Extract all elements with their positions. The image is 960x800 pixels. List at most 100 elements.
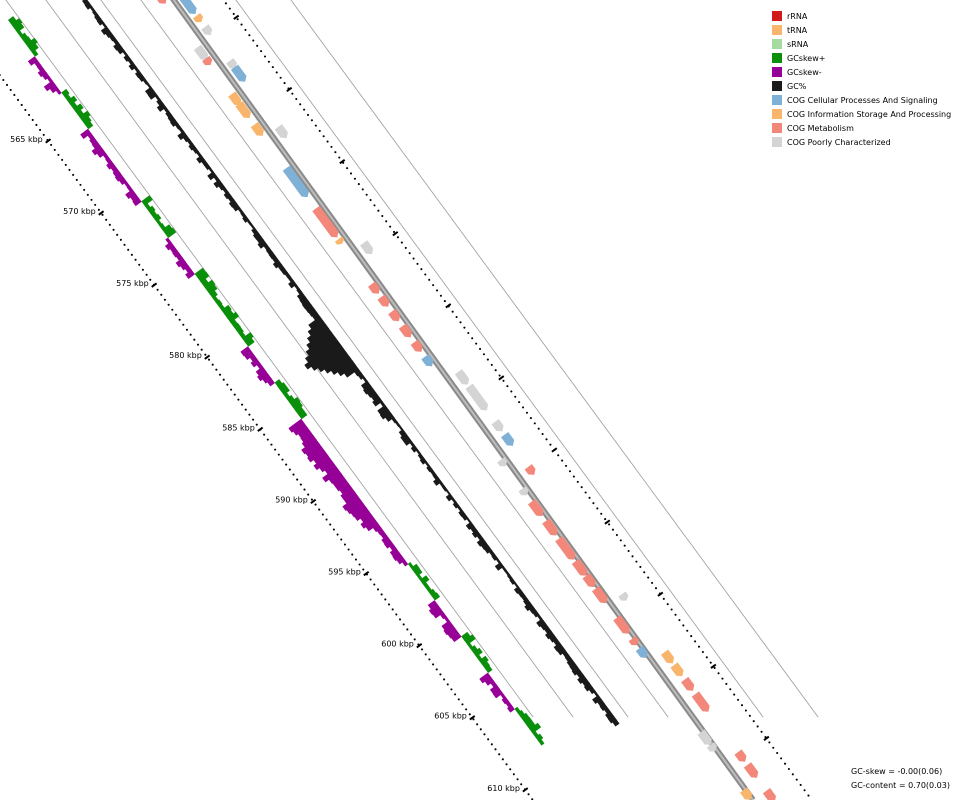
gc-bar xyxy=(256,235,265,244)
outer-dot xyxy=(783,762,787,765)
ruler-dot xyxy=(527,793,530,796)
gc-bar xyxy=(439,481,445,488)
gc-skew-bar xyxy=(255,366,267,377)
outer-dot xyxy=(760,730,763,733)
gc-skew-bar xyxy=(313,451,329,465)
ruler-dot xyxy=(160,293,163,296)
gc-skew-bar xyxy=(443,624,456,636)
ruler-dot xyxy=(215,368,218,371)
ruler-dot xyxy=(123,243,126,246)
gc-skew-bar xyxy=(280,386,290,396)
gc-skew-bar xyxy=(257,370,270,382)
cog-feature xyxy=(282,165,309,198)
ruler-dot xyxy=(248,413,251,416)
ruler-dot xyxy=(90,198,93,201)
ruler-dot xyxy=(230,388,233,391)
legend-item: COG Poorly Characterized xyxy=(772,135,951,149)
outer-dot xyxy=(701,650,704,654)
ruler-dot xyxy=(2,78,5,82)
gc-skew-bar xyxy=(240,346,252,357)
outer-dot xyxy=(369,199,372,202)
legend-item: COG Cellular Processes And Signaling xyxy=(772,93,951,107)
ruler-dot xyxy=(274,448,277,451)
gc-skew-bar xyxy=(484,676,495,686)
outer-dot xyxy=(647,576,650,579)
outer-major-tick xyxy=(339,158,346,165)
gc-skew-bar xyxy=(19,32,28,41)
ruler-dot xyxy=(35,123,38,126)
gc-bar xyxy=(379,400,386,408)
gc-bar xyxy=(89,6,96,13)
gc-bar xyxy=(363,384,374,395)
gc-skew-bar xyxy=(450,632,462,643)
gc-skew-bar xyxy=(43,80,56,92)
ruler-dot xyxy=(222,378,225,381)
ruler-dot xyxy=(446,683,449,686)
ruler-dot xyxy=(384,598,387,601)
gc-skew-bar xyxy=(55,88,62,95)
ruler-dot xyxy=(501,758,504,761)
ruler-dot xyxy=(112,228,115,231)
outer-dot xyxy=(467,331,470,335)
gc-skew-bar xyxy=(277,382,287,392)
ruler-dot xyxy=(354,558,357,561)
ruler-dot xyxy=(343,543,346,546)
outer-dot xyxy=(776,752,779,755)
gc-skew-bar xyxy=(441,620,453,631)
gc-skew-bar xyxy=(185,269,195,280)
genome-backbone xyxy=(170,0,756,800)
outer-dot xyxy=(373,204,376,207)
outer-dot xyxy=(737,698,740,701)
outer-major-tick xyxy=(498,375,505,381)
ruler-dot xyxy=(432,663,435,666)
gc-skew-bar xyxy=(297,426,311,439)
track-guide-lines xyxy=(5,0,819,718)
gc-bar xyxy=(592,694,602,705)
outer-dot xyxy=(443,300,446,303)
gc-bar xyxy=(540,622,549,631)
ruler-dot xyxy=(347,548,350,551)
outer-dot xyxy=(631,555,634,558)
ruler-dot xyxy=(336,533,339,536)
gc-bar xyxy=(306,324,330,343)
outer-dot xyxy=(713,666,716,670)
outer-dot xyxy=(404,246,407,249)
ruler-dot xyxy=(318,508,321,511)
legend-swatch xyxy=(772,81,782,91)
backbone-highlight xyxy=(172,0,754,800)
gc-skew-bar xyxy=(79,110,91,122)
ruler-dot xyxy=(127,248,130,251)
cog-feature-track xyxy=(157,0,777,800)
gc-bar xyxy=(433,477,442,486)
outer-dot xyxy=(494,369,497,372)
gc-bar xyxy=(213,179,223,189)
outer-major-tick xyxy=(551,447,558,453)
gc-bar xyxy=(466,517,472,524)
outer-dot xyxy=(733,693,736,696)
ruler-dot xyxy=(178,318,181,321)
ruler-major-tick xyxy=(469,715,476,721)
outer-dot xyxy=(428,278,431,281)
ruler-major-tick xyxy=(416,643,423,649)
gc-skew-bar xyxy=(244,337,255,347)
gc-bar xyxy=(304,336,339,363)
outer-dot xyxy=(361,188,364,191)
ruler-dot xyxy=(97,208,100,211)
gc-bar xyxy=(307,320,327,337)
outer-dot xyxy=(580,486,583,489)
cog-feature xyxy=(527,499,544,517)
gc-skew-bar xyxy=(292,422,308,436)
gc-skew-bar xyxy=(22,36,32,45)
legend-item: rRNA xyxy=(772,9,951,23)
gc-bar xyxy=(252,231,262,240)
gc-skew-bar xyxy=(37,68,47,78)
gc-bar xyxy=(145,86,155,96)
outer-dot xyxy=(608,523,611,526)
ruler-dot xyxy=(24,108,27,112)
gc-skew-bar xyxy=(343,491,358,504)
gc-skew-bar xyxy=(381,535,391,545)
ruler-dot xyxy=(134,258,137,261)
gc-bar xyxy=(569,662,579,672)
gc-bar xyxy=(391,416,398,424)
ruler-dot xyxy=(450,688,453,691)
